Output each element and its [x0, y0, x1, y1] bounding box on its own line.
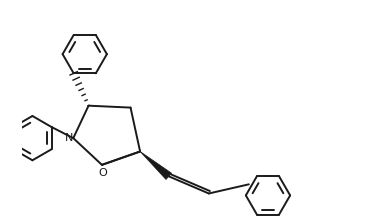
Text: N: N: [64, 133, 73, 143]
Polygon shape: [140, 152, 171, 180]
Text: O: O: [98, 168, 107, 178]
